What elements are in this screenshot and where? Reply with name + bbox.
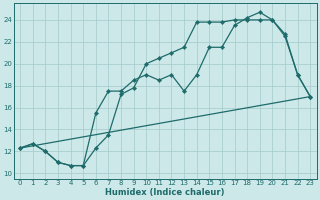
X-axis label: Humidex (Indice chaleur): Humidex (Indice chaleur) <box>106 188 225 197</box>
